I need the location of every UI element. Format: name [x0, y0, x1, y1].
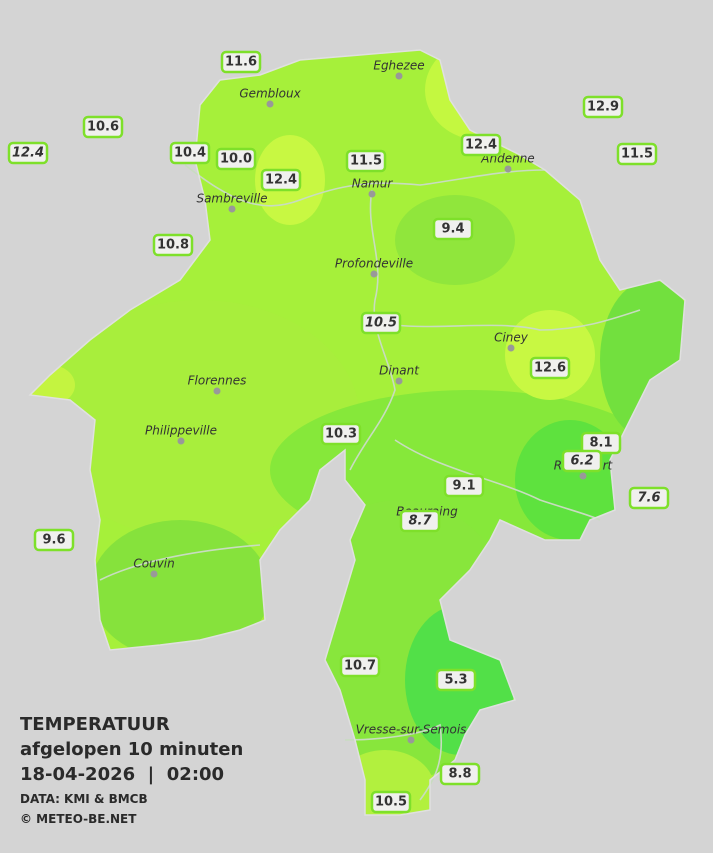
city-name: Ciney: [494, 331, 529, 345]
station-value: 10.0: [220, 152, 252, 167]
city-dot: [407, 736, 415, 744]
city-dot: [507, 344, 515, 352]
station-box: [582, 95, 624, 119]
station-box: [33, 528, 75, 552]
stations: 11.6 10.6 12.4 10.4 10.0 12.4 11.5 12.4 12.9 11.5…: [7, 50, 670, 814]
station-value: 8.1: [589, 436, 612, 451]
city-dot: [370, 270, 378, 278]
city-dot: [266, 100, 274, 108]
station-value: 8.7: [408, 514, 432, 529]
city-name: Eghezee: [373, 59, 424, 73]
legend-datetime: 18-04-2026 | 02:00: [20, 764, 224, 785]
station-box: [220, 50, 262, 74]
legend: TEMPERATUUR afgelopen 10 minuten 18-04-2…: [20, 714, 243, 826]
station-box: [435, 668, 477, 692]
station-box: [82, 115, 124, 139]
station-value: 11.5: [350, 154, 382, 169]
legend-source: DATA: KMI & BMCB: [20, 792, 148, 806]
station-value: 5.3: [444, 673, 467, 688]
station-value: 10.8: [157, 238, 189, 253]
station-box: [370, 790, 412, 814]
station-value: 12.6: [534, 361, 566, 376]
city-dot: [213, 387, 221, 395]
city-name: Vresse-sur-Semois: [356, 723, 467, 737]
station-value: 10.7: [344, 659, 376, 674]
station-value: 6.2: [570, 454, 593, 469]
station-box: [616, 142, 658, 166]
station-value: 12.9: [587, 100, 619, 115]
station-value: 11.6: [225, 55, 257, 70]
station-box: [628, 486, 670, 510]
station-box: [345, 149, 387, 173]
city-name: Sambreville: [196, 192, 267, 206]
station-value: 10.5: [365, 316, 397, 331]
station-value: 12.4: [265, 173, 297, 188]
station-box: [7, 141, 49, 165]
station-box: [215, 147, 257, 171]
city-name: Couvin: [133, 557, 174, 571]
station-value: 10.6: [87, 120, 119, 135]
station-box: [432, 217, 474, 241]
city-dot: [579, 472, 587, 480]
city-dot: [504, 165, 512, 173]
city-dot: [177, 437, 185, 445]
station-value: 8.8: [448, 767, 471, 782]
city-name: Philippeville: [145, 424, 217, 438]
city-dot: [368, 190, 376, 198]
city-name: Florennes: [188, 374, 247, 388]
station-box: [320, 422, 362, 446]
station-box: [152, 233, 194, 257]
station-value: 10.4: [174, 146, 206, 161]
rivers: [99, 164, 641, 801]
station-box: [169, 141, 211, 165]
station-box: [399, 509, 441, 533]
station-box: [260, 168, 302, 192]
station-box: [529, 356, 571, 380]
station-box: [443, 474, 485, 498]
station-value: 12.4: [465, 138, 497, 153]
city-dot: [395, 72, 403, 80]
legend-credit: © METEO-BE.NET: [20, 812, 137, 826]
city-dot: [150, 570, 158, 578]
legend-subtitle: afgelopen 10 minuten: [20, 739, 243, 760]
city-name: Profondeville: [335, 257, 413, 271]
city-name: Dinant: [379, 364, 420, 378]
station-box: [561, 449, 603, 473]
station-value: 12.4: [12, 146, 44, 161]
station-value: 9.4: [441, 222, 464, 237]
station-box: [360, 311, 402, 335]
station-value: 10.3: [325, 427, 357, 442]
city-name: Namur: [352, 177, 394, 191]
city-name: Gembloux: [239, 87, 301, 101]
station-value: 7.6: [637, 491, 660, 506]
station-box: [339, 654, 381, 678]
city-dot: [228, 205, 236, 213]
station-value: 10.5: [375, 795, 407, 810]
station-value: 9.6: [42, 533, 65, 548]
station-value: 11.5: [621, 147, 653, 162]
city-dot: [395, 377, 403, 385]
legend-title: TEMPERATUUR: [20, 714, 170, 735]
station-box: [460, 133, 502, 157]
station-value: 9.1: [452, 479, 475, 494]
station-box: [439, 762, 481, 786]
